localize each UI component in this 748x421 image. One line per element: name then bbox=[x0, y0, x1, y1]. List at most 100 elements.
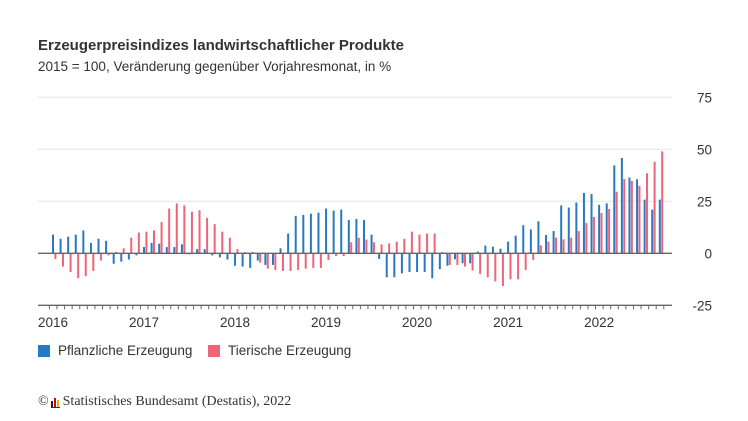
legend-item-tierische[interactable]: Tierische Erzeugung bbox=[208, 343, 351, 358]
bar-pflanzliche bbox=[264, 253, 267, 265]
bar-tierische bbox=[486, 253, 489, 278]
bar-tierische bbox=[304, 253, 307, 269]
bar-tierische bbox=[501, 253, 504, 286]
bar-tierische bbox=[403, 238, 406, 254]
bar-tierische bbox=[585, 222, 588, 254]
bar-pflanzliche bbox=[135, 253, 138, 256]
bar-pflanzliche bbox=[355, 218, 358, 254]
bar-tierische bbox=[122, 248, 125, 254]
bar-tierische bbox=[395, 241, 398, 254]
legend-swatch-red bbox=[208, 344, 220, 357]
bar-tierische bbox=[107, 253, 110, 256]
bar-pflanzliche bbox=[249, 253, 252, 268]
bar-tierische bbox=[54, 253, 57, 259]
bar-pflanzliche bbox=[120, 253, 123, 262]
y-tick-label: 50 bbox=[697, 142, 712, 157]
bar-tierische bbox=[372, 242, 375, 254]
bar-pflanzliche bbox=[203, 249, 206, 254]
bar-tierische bbox=[661, 151, 664, 254]
bar-pflanzliche bbox=[484, 245, 487, 254]
bar-tierische bbox=[145, 231, 148, 254]
bar-pflanzliche bbox=[67, 236, 70, 254]
bar-pflanzliche bbox=[643, 199, 646, 254]
bar-tierische bbox=[623, 179, 626, 254]
bar-pflanzliche bbox=[150, 242, 153, 254]
bar-pflanzliche bbox=[416, 253, 419, 273]
bar-pflanzliche bbox=[302, 214, 305, 254]
bar-tierische bbox=[206, 217, 209, 254]
y-tick-label: 75 bbox=[697, 90, 712, 105]
bar-pflanzliche bbox=[658, 199, 661, 254]
bar-pflanzliche bbox=[279, 248, 282, 254]
bar-pflanzliche bbox=[454, 253, 457, 260]
bar-pflanzliche bbox=[143, 247, 146, 254]
bar-pflanzliche bbox=[469, 253, 472, 264]
bar-pflanzliche bbox=[241, 253, 244, 267]
x-tick-label: 2020 bbox=[402, 315, 432, 330]
y-tick-label: 0 bbox=[704, 246, 712, 261]
bar-pflanzliche bbox=[317, 212, 320, 254]
bar-tierische bbox=[168, 208, 171, 254]
bar-tierische bbox=[426, 233, 429, 254]
bar-tierische bbox=[84, 253, 87, 277]
bar-pflanzliche bbox=[89, 242, 92, 254]
bar-tierische bbox=[517, 253, 520, 280]
bar-tierische bbox=[99, 253, 102, 261]
bar-tierische bbox=[592, 216, 595, 254]
bar-pflanzliche bbox=[340, 209, 343, 254]
bar-pflanzliche bbox=[218, 253, 221, 258]
bar-tierische bbox=[92, 253, 95, 271]
bar-tierische bbox=[524, 253, 527, 270]
bar-pflanzliche bbox=[446, 253, 449, 266]
bar-tierische bbox=[418, 234, 421, 254]
legend-item-pflanzliche[interactable]: Pflanzliche Erzeugung bbox=[38, 343, 192, 358]
bar-tierische bbox=[335, 253, 338, 257]
bar-pflanzliche bbox=[226, 253, 229, 260]
bar-pflanzliche bbox=[620, 158, 623, 254]
bar-pflanzliche bbox=[271, 253, 274, 265]
bar-tierische bbox=[562, 239, 565, 254]
bar-tierische bbox=[221, 231, 224, 254]
bar-tierische bbox=[456, 253, 459, 265]
bar-tierische bbox=[555, 237, 558, 254]
bar-pflanzliche bbox=[590, 194, 593, 254]
bar-pflanzliche bbox=[393, 253, 396, 278]
bar-pflanzliche bbox=[423, 253, 426, 273]
destatis-logo-icon bbox=[50, 397, 60, 408]
bar-pflanzliche bbox=[545, 234, 548, 254]
bar-pflanzliche bbox=[112, 253, 115, 264]
x-tick-label: 2018 bbox=[220, 315, 250, 330]
source-text: Statistisches Bundesamt (Destatis), 2022 bbox=[62, 394, 292, 409]
bar-pflanzliche bbox=[173, 247, 176, 254]
bar-pflanzliche bbox=[378, 253, 381, 259]
source-footer: © Statistisches Bundesamt (Destatis), 20… bbox=[38, 394, 291, 410]
bar-tierische bbox=[115, 251, 118, 254]
x-tick-label: 2017 bbox=[129, 315, 159, 330]
bar-pflanzliche bbox=[575, 202, 578, 254]
bar-pflanzliche bbox=[82, 230, 85, 254]
bar-tierische bbox=[615, 191, 618, 254]
bar-pflanzliche bbox=[582, 192, 585, 254]
bar-pflanzliche bbox=[234, 253, 237, 266]
bar-tierische bbox=[532, 253, 535, 260]
bar-tierische bbox=[448, 253, 451, 265]
bar-pflanzliche bbox=[628, 177, 631, 254]
bar-pflanzliche bbox=[325, 208, 328, 254]
bar-pflanzliche bbox=[651, 209, 654, 254]
bar-pflanzliche bbox=[499, 248, 502, 254]
bar-tierische bbox=[130, 237, 133, 254]
y-tick-label: -25 bbox=[692, 298, 712, 313]
bar-tierische bbox=[388, 243, 391, 254]
chart-title: Erzeugerpreisindizes landwirtschaftliche… bbox=[38, 37, 404, 54]
bar-tierische bbox=[228, 237, 231, 254]
bar-pflanzliche bbox=[514, 235, 517, 254]
bar-pflanzliche bbox=[347, 220, 350, 254]
bar-tierische bbox=[312, 253, 315, 268]
legend-label: Tierische Erzeugung bbox=[228, 343, 352, 358]
legend-label: Pflanzliche Erzeugung bbox=[58, 343, 193, 358]
bar-pflanzliche bbox=[552, 231, 555, 254]
bar-pflanzliche bbox=[400, 253, 403, 274]
bar-tierische bbox=[608, 208, 611, 254]
bar-pflanzliche bbox=[362, 220, 365, 254]
